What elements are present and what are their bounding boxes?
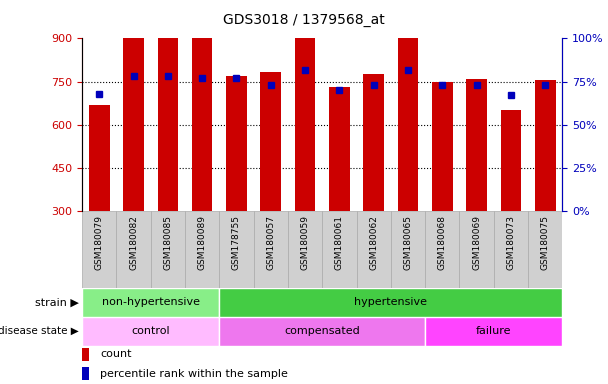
Bar	[219, 211, 254, 288]
Text: GSM180061: GSM180061	[335, 215, 344, 270]
Bar	[254, 211, 288, 288]
Bar	[425, 317, 562, 346]
Bar	[82, 288, 219, 317]
Bar	[185, 211, 219, 288]
Text: GSM180085: GSM180085	[164, 215, 172, 270]
Bar	[151, 211, 185, 288]
Bar	[535, 80, 556, 211]
Bar	[82, 211, 116, 288]
Text: percentile rank within the sample: percentile rank within the sample	[100, 369, 288, 379]
Bar	[356, 211, 391, 288]
Text: control: control	[131, 326, 170, 336]
Text: disease state ▶: disease state ▶	[0, 326, 79, 336]
Bar	[288, 211, 322, 288]
Bar	[432, 81, 452, 211]
Bar	[123, 33, 144, 211]
Text: GSM180082: GSM180082	[129, 215, 138, 270]
Bar	[219, 288, 562, 317]
Bar	[226, 76, 247, 211]
Bar	[116, 211, 151, 288]
Text: GDS3018 / 1379568_at: GDS3018 / 1379568_at	[223, 13, 385, 27]
Bar	[460, 211, 494, 288]
Bar	[192, 31, 212, 211]
Bar	[89, 104, 109, 211]
Bar	[260, 71, 281, 211]
Text: GSM180075: GSM180075	[541, 215, 550, 270]
Bar	[466, 79, 487, 211]
Bar	[364, 74, 384, 211]
Text: non-hypertensive: non-hypertensive	[102, 297, 199, 308]
Bar	[398, 0, 418, 211]
Bar	[500, 111, 521, 211]
Text: count: count	[100, 349, 132, 359]
Bar	[82, 317, 219, 346]
Bar	[322, 211, 356, 288]
Bar	[157, 20, 178, 211]
Bar	[494, 211, 528, 288]
Text: compensated: compensated	[285, 326, 360, 336]
Bar	[219, 317, 425, 346]
Text: strain ▶: strain ▶	[35, 297, 79, 308]
Text: GSM180068: GSM180068	[438, 215, 447, 270]
Text: GSM180073: GSM180073	[506, 215, 516, 270]
Bar	[295, 0, 316, 211]
Bar	[329, 87, 350, 211]
Bar	[528, 211, 562, 288]
Bar	[391, 211, 425, 288]
Text: GSM180089: GSM180089	[198, 215, 207, 270]
Bar	[82, 367, 89, 380]
Text: GSM180059: GSM180059	[300, 215, 309, 270]
Text: GSM178755: GSM178755	[232, 215, 241, 270]
Text: hypertensive: hypertensive	[354, 297, 427, 308]
Text: failure: failure	[476, 326, 511, 336]
Text: GSM180065: GSM180065	[404, 215, 412, 270]
Text: GSM180069: GSM180069	[472, 215, 481, 270]
Bar	[425, 211, 460, 288]
Bar	[82, 348, 89, 361]
Text: GSM180057: GSM180057	[266, 215, 275, 270]
Text: GSM180079: GSM180079	[95, 215, 104, 270]
Text: GSM180062: GSM180062	[369, 215, 378, 270]
